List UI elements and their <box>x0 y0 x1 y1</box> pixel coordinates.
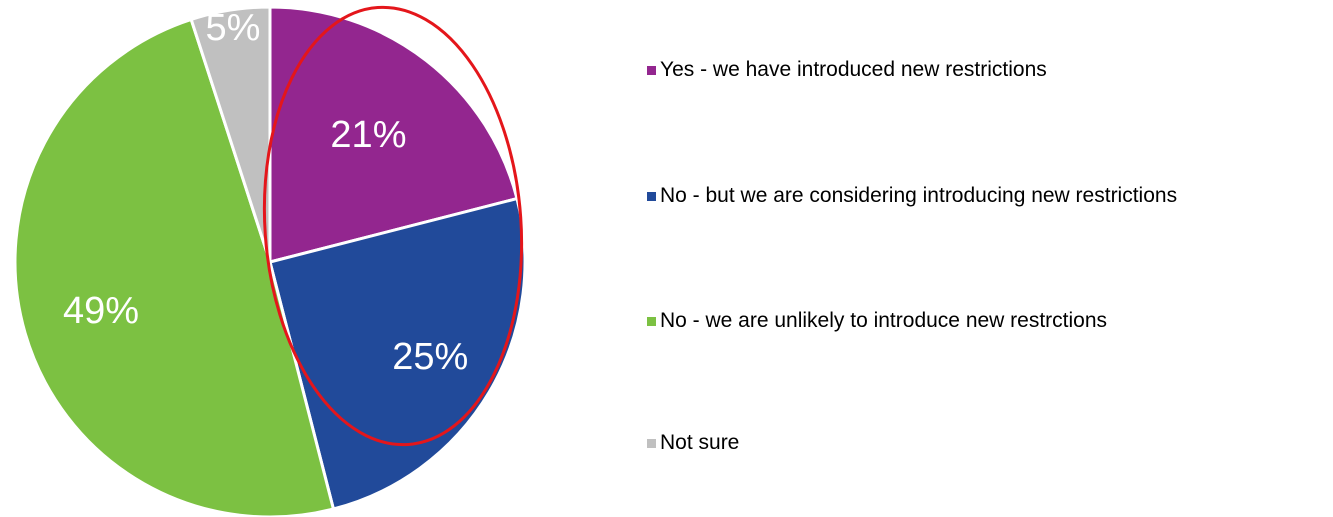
legend-swatch <box>647 316 656 326</box>
slice-value-label: 5% <box>205 7 260 49</box>
slice-value-label: 21% <box>330 114 406 156</box>
legend-item-unlikely: No - we are unlikely to introduce new re… <box>647 307 1107 335</box>
legend-label: No - we are unlikely to introduce new re… <box>660 309 1108 332</box>
legend-label: Not sure <box>660 431 740 454</box>
legend-item-not-sure: Not sure <box>647 429 739 457</box>
pie-slice <box>268 5 519 264</box>
pie-slice <box>13 17 335 517</box>
slice-value-label: 49% <box>63 290 139 332</box>
highlight-ellipse <box>262 5 524 447</box>
legend-item-considering: No - but we are considering introducing … <box>647 182 1177 210</box>
legend-label: No - but we are considering introducing … <box>660 184 1178 207</box>
pie-slices <box>13 5 527 517</box>
legend-swatch <box>647 65 656 75</box>
pie-slice <box>268 197 527 511</box>
pie-slice <box>189 5 272 264</box>
legend-item-yes: Yes - we have introduced new restriction… <box>647 56 1047 84</box>
slice-value-label: 25% <box>392 336 468 378</box>
slice-labels: 21% 25% 49% 5% <box>63 7 468 378</box>
legend-label: Yes - we have introduced new restriction… <box>660 58 1047 81</box>
legend-swatch <box>647 191 656 201</box>
legend-swatch <box>647 438 656 448</box>
pie-chart: 21% 25% 49% 5% <box>13 5 527 517</box>
